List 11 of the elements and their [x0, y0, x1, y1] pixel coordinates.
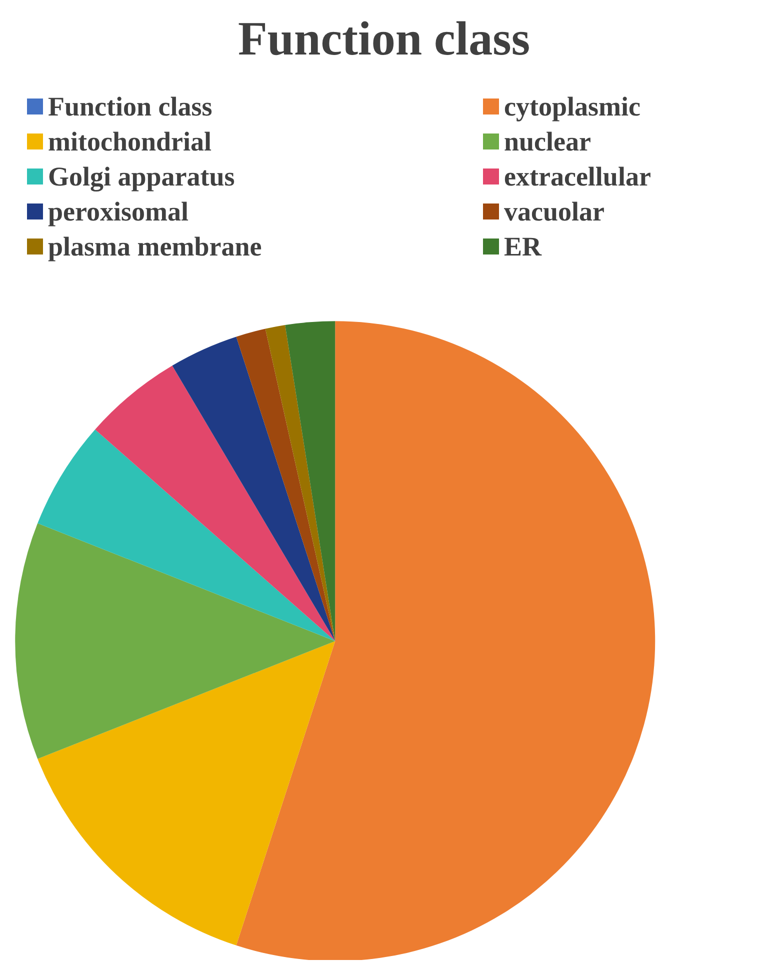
- legend-label: Golgi apparatus: [48, 162, 235, 192]
- chart-title: Function class: [238, 12, 530, 66]
- legend-label: Function class: [48, 92, 212, 122]
- legend-label: vacuolar: [504, 196, 604, 226]
- legend-label: cytoplasmic: [504, 92, 640, 122]
- legend-label: extracellular: [504, 162, 651, 192]
- legend-label: ER: [504, 232, 542, 262]
- legend-label: mitochondrial: [48, 126, 212, 156]
- legend-label: plasma membrane: [48, 232, 262, 262]
- legend-label: nuclear: [504, 126, 591, 156]
- legend-label: peroxisomal: [48, 196, 189, 226]
